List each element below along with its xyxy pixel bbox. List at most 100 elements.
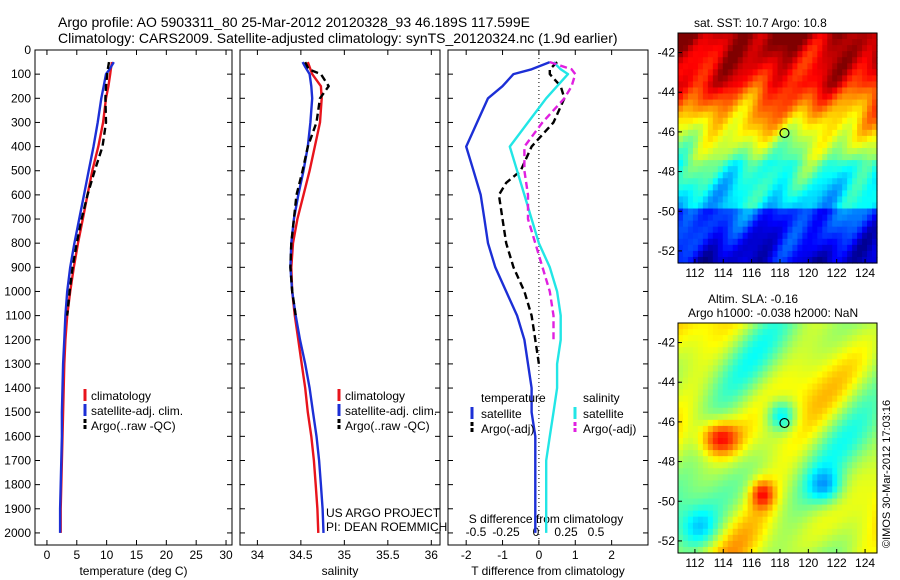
map-cell	[747, 359, 754, 366]
map-cell	[867, 111, 873, 119]
map-y-label: -46	[658, 415, 676, 429]
map-cell	[697, 141, 704, 149]
map-cell	[747, 33, 754, 40]
map-cell	[807, 154, 813, 161]
map-cell	[822, 148, 828, 155]
map-cell	[777, 111, 784, 119]
map-cell	[867, 359, 873, 366]
map-cell	[862, 407, 868, 415]
map-cell	[707, 395, 714, 403]
map-cell	[787, 456, 794, 463]
map-cell	[797, 69, 803, 76]
map-cell	[747, 226, 754, 234]
map-cell	[862, 87, 868, 95]
map-cell	[797, 238, 803, 246]
map-cell	[787, 160, 794, 167]
legend-label: Argo(..raw -QC)	[91, 419, 176, 433]
map-cell	[702, 244, 709, 252]
map-cell	[732, 335, 739, 342]
map-cell	[687, 232, 694, 240]
map-cell	[697, 93, 704, 101]
map-cell	[842, 492, 848, 500]
map-cell	[762, 438, 769, 445]
map-cell	[762, 462, 769, 469]
map-cell	[707, 154, 714, 161]
x-axis-label: T difference from climatology	[471, 564, 625, 578]
map-cell	[867, 323, 873, 330]
map-cell	[822, 63, 828, 70]
map-cell	[842, 335, 848, 342]
map-cell	[852, 407, 858, 415]
s-tick-label: 0.25	[554, 525, 578, 539]
map-cell	[782, 444, 789, 451]
map-cell	[697, 353, 704, 360]
map-cell	[847, 135, 853, 143]
map-cell	[827, 111, 833, 119]
map-cell	[767, 419, 774, 427]
map-cell	[732, 425, 739, 433]
map-cell	[847, 450, 853, 457]
map-cell	[837, 371, 843, 379]
map-cell	[692, 456, 699, 463]
map-cell	[812, 365, 818, 373]
map-cell	[847, 474, 853, 481]
map-cell	[837, 431, 843, 439]
map-cell	[682, 462, 689, 469]
map-cell	[757, 172, 764, 179]
map-cell	[792, 232, 798, 240]
map-cell	[777, 214, 784, 222]
map-cell	[847, 401, 853, 409]
map-cell	[822, 226, 828, 234]
map-cell	[812, 413, 818, 421]
map-cell	[707, 450, 714, 457]
map-cell	[802, 462, 808, 469]
map-cell	[717, 208, 724, 216]
map-cell	[762, 69, 769, 76]
map-cell	[722, 480, 729, 488]
map-cell	[697, 401, 704, 409]
map-cell	[737, 39, 744, 46]
map-cell	[872, 534, 878, 542]
map-cell	[682, 238, 689, 246]
x-tick-label: 0	[536, 548, 543, 562]
map-cell	[782, 534, 789, 542]
map-cell	[727, 474, 734, 481]
map-cell	[732, 516, 739, 524]
map-cell	[747, 438, 754, 445]
map-x-label: 114	[714, 266, 733, 280]
map-cell	[837, 516, 843, 524]
map-cell	[678, 468, 684, 475]
map-cell	[697, 522, 704, 530]
map-cell	[852, 129, 858, 137]
map-cell	[857, 172, 863, 179]
map-cell	[727, 323, 734, 330]
map-cell	[707, 111, 714, 119]
map-cell	[797, 117, 803, 125]
map-cell	[722, 462, 729, 469]
map-cell	[792, 431, 798, 439]
map-cell	[807, 510, 813, 518]
map-cell	[837, 486, 843, 494]
map-cell	[687, 81, 694, 89]
map-cell	[822, 51, 828, 58]
legend-label: satellite-adj. clim.	[91, 404, 183, 418]
map-cell	[797, 371, 803, 379]
map-cell	[712, 492, 719, 500]
map-cell	[797, 220, 803, 228]
map-cell	[792, 178, 798, 185]
map-cell	[847, 335, 853, 342]
map-cell	[807, 353, 813, 360]
map-cell	[817, 57, 823, 64]
map-cell	[852, 480, 858, 488]
map-cell	[862, 45, 868, 52]
map-cell	[847, 244, 853, 252]
map-cell	[702, 456, 709, 463]
map-cell	[678, 178, 684, 185]
map-cell	[707, 522, 714, 530]
map-cell	[682, 431, 689, 439]
map-cell	[767, 178, 774, 185]
map-cell	[832, 474, 838, 481]
map-cell	[842, 57, 848, 64]
map-cell	[792, 504, 798, 512]
map-cell	[867, 93, 873, 101]
